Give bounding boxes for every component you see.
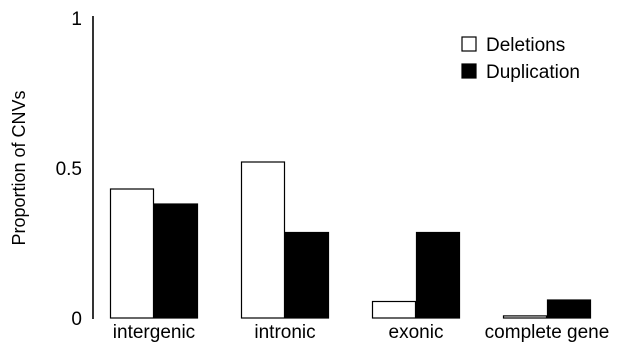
legend-swatch-duplication bbox=[461, 63, 477, 79]
y-tick-label: 0 bbox=[71, 309, 82, 330]
legend-swatch-deletions bbox=[461, 36, 477, 52]
bar-deletions-complete-gene bbox=[502, 315, 548, 319]
bar-deletions-intronic bbox=[240, 161, 286, 319]
bar-duplication-complete-gene bbox=[546, 299, 592, 319]
legend: Deletions Duplication bbox=[461, 35, 580, 83]
bar-deletions-intergenic bbox=[109, 188, 155, 319]
y-tick-label: 1 bbox=[71, 9, 82, 30]
bar-duplication-intergenic bbox=[153, 203, 199, 319]
legend-label-duplication: Duplication bbox=[486, 62, 580, 83]
x-category-label: intergenic bbox=[113, 322, 195, 343]
y-axis-label: Proportion of CNVs bbox=[9, 90, 29, 245]
bar-duplication-exonic bbox=[415, 231, 461, 319]
bar-deletions-exonic bbox=[371, 300, 417, 319]
legend-label-deletions: Deletions bbox=[486, 35, 565, 56]
axes: 0 0.5 1 Proportion of CNVs bbox=[9, 9, 94, 330]
x-category-label: complete gene bbox=[485, 322, 610, 343]
x-category-label: exonic bbox=[389, 322, 444, 343]
y-tick-label: 0.5 bbox=[56, 159, 82, 180]
bars bbox=[109, 161, 592, 319]
labels: intergenic intronic exonic complete gene bbox=[113, 322, 610, 343]
bar-duplication-intronic bbox=[284, 231, 330, 319]
x-category-label: intronic bbox=[254, 322, 315, 343]
